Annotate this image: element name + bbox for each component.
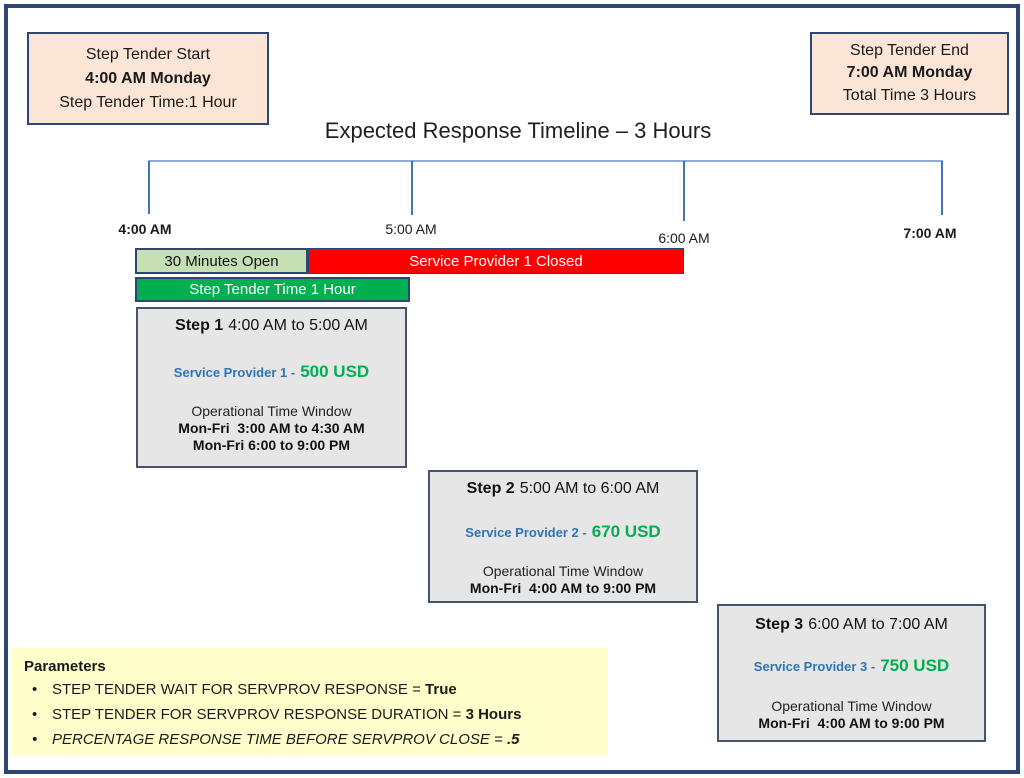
step1-price: 500 USD (300, 362, 370, 381)
step3-provider: Service Provider 3 - (753, 659, 876, 674)
step-tender-end-box: Step Tender End 7:00 AM Monday Total Tim… (810, 32, 1009, 115)
parameter-value: 3 Hours (465, 706, 522, 723)
step1-box: Step 1 4:00 AM to 5:00 AM Service Provide… (136, 307, 407, 468)
timeline-label-7am: 7:00 AM (903, 225, 957, 241)
step2-otw-line1: Mon-Fri 4:00 AM to 9:00 PM (469, 580, 657, 596)
parameter-text: PERCENTAGE RESPONSE TIME BEFORE SERVPROV… (52, 731, 507, 748)
parameter-wait-for-response: STEP TENDER WAIT FOR SERVPROV RESPONSE =… (24, 677, 598, 702)
start-box-title: Step Tender Start (85, 45, 211, 63)
step3-title: Step 3 6:00 AM to 7:00 AM (719, 616, 984, 634)
timeline-axis (148, 160, 943, 162)
step3-range: 6:00 AM to 7:00 AM (808, 616, 948, 633)
open-window-bar: 30 Minutes Open (135, 248, 308, 274)
step1-title: Step 1 4:00 AM to 5:00 AM (138, 317, 405, 335)
end-box-total: Total Time 3 Hours (842, 86, 977, 104)
page-title: Expected Response Timeline – 3 Hours (324, 118, 712, 143)
step3-otw-title: Operational Time Window (771, 698, 932, 714)
step3-box: Step 3 6:00 AM to 7:00 AM Service Provide… (717, 604, 986, 742)
step2-range: 5:00 AM to 6:00 AM (519, 480, 660, 497)
step2-box: Step 2 5:00 AM to 6:00 AM Service Provide… (428, 470, 698, 603)
end-box-time: 7:00 AM Monday (846, 64, 973, 82)
step1-name: Step 1 (175, 317, 224, 334)
step1-otw-line1: Mon-Fri 3:00 AM to 4:30 AM (178, 420, 365, 436)
start-box-time: 4:00 AM Monday (85, 69, 211, 87)
parameter-text: STEP TENDER FOR SERVPROV RESPONSE DURATI… (52, 706, 466, 723)
step1-provider-row: Service Provider 1 - 500 USD (138, 362, 405, 382)
parameter-response-duration: STEP TENDER FOR SERVPROV RESPONSE DURATI… (24, 702, 598, 727)
timeline-label-6am: 6:00 AM (658, 230, 710, 246)
step3-name: Step 3 (755, 616, 804, 633)
end-box-title: Step Tender End (850, 41, 969, 59)
parameter-value: True (425, 681, 457, 698)
parameters-box: Parameters STEP TENDER WAIT FOR SERVPROV… (12, 647, 608, 755)
step1-provider: Service Provider 1 - (173, 365, 296, 380)
step3-otw-line1: Mon-Fri 4:00 AM to 9:00 PM (758, 715, 945, 731)
step-tender-start-box: Step Tender Start 4:00 AM Monday Step Te… (27, 32, 269, 125)
step3-provider-row: Service Provider 3 - 750 USD (719, 656, 984, 676)
step3-price: 750 USD (880, 656, 950, 675)
timeline-tick-6am (683, 161, 685, 221)
step2-provider-row: Service Provider 2 - 670 USD (430, 522, 696, 542)
step2-otw-title: Operational Time Window (482, 563, 644, 579)
step1-otw-line2: Mon-Fri 6:00 to 9:00 PM (192, 437, 351, 453)
timeline-tick-4am (148, 161, 150, 214)
start-box-duration: Step Tender Time:1 Hour (59, 93, 237, 111)
parameter-text: STEP TENDER WAIT FOR SERVPROV RESPONSE = (52, 681, 426, 698)
timeline-tick-5am (411, 161, 413, 215)
provider1-closed-bar: Service Provider 1 Closed (308, 248, 684, 274)
step-tender-time-bar: Step Tender Time 1 Hour (135, 277, 410, 302)
step2-name: Step 2 (466, 480, 515, 497)
step2-title: Step 2 5:00 AM to 6:00 AM (430, 480, 696, 498)
step1-otw-title: Operational Time Window (191, 403, 352, 419)
step2-price: 670 USD (591, 522, 661, 541)
step2-provider: Service Provider 2 - (465, 525, 587, 540)
timeline-label-5am: 5:00 AM (385, 221, 437, 237)
parameter-percentage-response: PERCENTAGE RESPONSE TIME BEFORE SERVPROV… (24, 727, 598, 752)
timeline-tick-7am (941, 161, 943, 215)
parameters-title: Parameters (24, 658, 106, 675)
step1-range: 4:00 AM to 5:00 AM (228, 317, 368, 334)
parameter-value: .5 (506, 731, 520, 748)
timeline-label-4am: 4:00 AM (118, 221, 172, 237)
